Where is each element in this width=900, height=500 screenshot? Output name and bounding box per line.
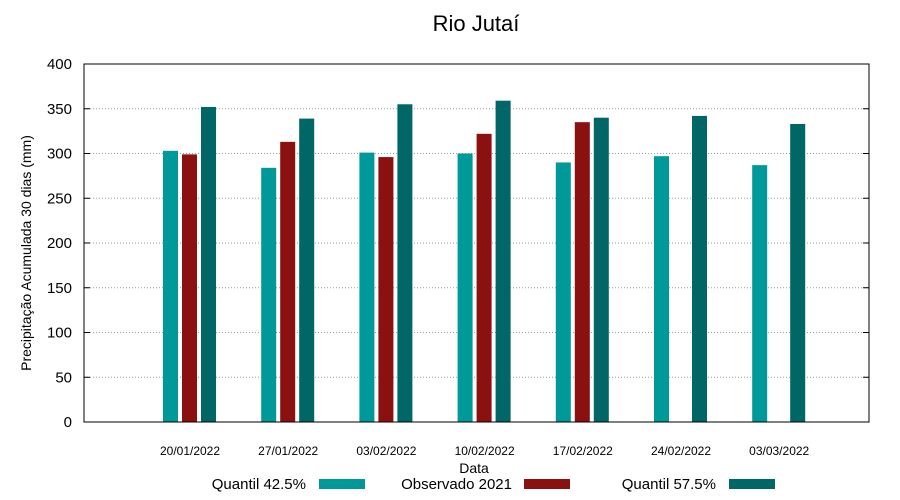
y-axis-ticks: 0 50 100 150 200 250 300 350 400 xyxy=(47,56,869,431)
x-tick-label: 17/02/2022 xyxy=(553,444,613,458)
bar xyxy=(495,100,511,422)
bar xyxy=(752,165,768,422)
y-tick-label: 0 xyxy=(64,414,72,431)
legend-swatch xyxy=(524,479,570,489)
bars xyxy=(163,100,806,423)
x-tick-label: 03/03/2022 xyxy=(749,444,809,458)
bar xyxy=(790,123,806,422)
grid-lines xyxy=(84,108,869,378)
bar xyxy=(378,157,394,422)
bar xyxy=(182,154,197,422)
bar xyxy=(593,117,609,422)
y-tick-label: 250 xyxy=(47,190,72,207)
bar xyxy=(574,122,590,423)
bar xyxy=(163,150,178,422)
chart-title: Rio Jutaí xyxy=(433,11,520,36)
y-tick-label: 300 xyxy=(47,146,72,163)
x-axis-ticks: 20/01/2022 27/01/2022 03/02/2022 10/02/2022… xyxy=(160,444,810,458)
bar xyxy=(299,118,315,422)
bar xyxy=(654,156,669,422)
x-tick-label: 24/02/2022 xyxy=(651,444,711,458)
legend-swatch xyxy=(729,479,775,489)
y-tick-label: 100 xyxy=(47,325,72,342)
bar xyxy=(359,152,375,423)
y-tick-label: 350 xyxy=(47,101,72,118)
y-tick-label: 200 xyxy=(47,235,72,252)
x-tick-label: 03/02/2022 xyxy=(356,444,416,458)
bar xyxy=(476,133,492,422)
x-axis-label: Data xyxy=(459,460,489,476)
bar xyxy=(397,104,413,423)
y-axis-label: Precipitação Acumulada 30 dias (mm) xyxy=(18,135,34,371)
legend-label: Quantil 42.5% xyxy=(212,476,306,493)
y-tick-label: 50 xyxy=(55,369,72,386)
bar xyxy=(261,167,277,422)
y-tick-label: 150 xyxy=(47,280,72,297)
legend-label: Observado 2021 xyxy=(401,476,512,493)
bar xyxy=(201,106,216,423)
bar xyxy=(457,153,473,422)
bar xyxy=(280,141,296,423)
legend-swatch xyxy=(319,479,365,489)
y-tick-label: 400 xyxy=(47,56,72,73)
bar xyxy=(692,115,707,422)
bar xyxy=(555,162,571,422)
x-tick-label: 27/01/2022 xyxy=(258,444,318,458)
legend-label: Quantil 57.5% xyxy=(622,476,716,493)
legend: Quantil 42.5% Observado 2021 Quantil 57.5% xyxy=(212,476,775,493)
x-tick-label: 10/02/2022 xyxy=(455,444,515,458)
x-tick-label: 20/01/2022 xyxy=(160,444,220,458)
